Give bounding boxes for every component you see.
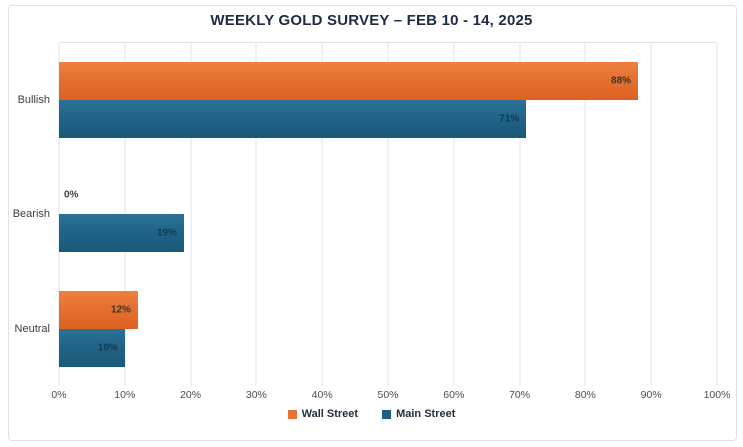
wall-street-swatch-icon: [287, 409, 297, 419]
main-street-swatch-icon: [382, 409, 392, 419]
category-label: Bearish: [12, 208, 50, 221]
x-tick-label: 0%: [51, 389, 67, 401]
bar-wall-street-bullish: 88%: [59, 62, 639, 101]
category-label: Bullish: [17, 94, 50, 107]
gridline: [453, 43, 455, 386]
plot-area: Bullish 88% 71% Bearish 0%: [13, 42, 718, 386]
data-label: 71%: [499, 113, 520, 125]
gridline: [255, 43, 257, 386]
data-label: 19%: [157, 227, 178, 239]
x-tick-label: 20%: [180, 389, 202, 401]
data-label: 0%: [64, 189, 79, 201]
legend-label: Main Street: [396, 408, 456, 420]
gridline: [716, 43, 718, 386]
gridline: [519, 43, 521, 386]
bar-main-street-bearish: 19%: [59, 214, 185, 253]
gridline: [584, 43, 586, 386]
x-tick-label: 90%: [640, 389, 662, 401]
data-label: 12%: [110, 304, 131, 316]
x-tick-label: 70%: [509, 389, 531, 401]
x-axis: 0% 10% 20% 30% 40% 50% 60% 70% 80% 90% 1…: [51, 389, 730, 403]
x-tick-label: 30%: [245, 389, 267, 401]
category-row-neutral: Neutral 12% 10%: [15, 272, 717, 386]
legend-item-main-street: Main Street: [382, 408, 455, 420]
gridline: [650, 43, 652, 386]
gridline: [321, 43, 323, 386]
category-label: Neutral: [14, 322, 50, 335]
gridline: [190, 43, 192, 386]
data-label: 88%: [611, 75, 632, 87]
data-label: 10%: [97, 342, 118, 354]
legend-label: Wall Street: [301, 408, 359, 420]
legend-item-wall-street: Wall Street: [287, 408, 359, 420]
chart-title: WEEKLY GOLD SURVEY – FEB 10 - 14, 2025: [210, 12, 533, 29]
bar-main-street-bullish: 71%: [59, 100, 527, 139]
legend: Wall Street Main Street: [0, 408, 743, 420]
bar-wall-street-neutral: 12%: [59, 290, 138, 329]
x-tick-label: 80%: [574, 389, 596, 401]
x-tick-label: 10%: [114, 389, 136, 401]
gridline: [387, 43, 389, 386]
x-tick-label: 50%: [377, 389, 399, 401]
x-tick-label: 60%: [443, 389, 465, 401]
category-row-bullish: Bullish 88% 71%: [18, 43, 717, 157]
category-row-bearish: Bearish 0% 19%: [13, 157, 717, 271]
bar-main-street-neutral: 10%: [59, 328, 125, 367]
x-tick-label: 100%: [703, 389, 731, 401]
x-tick-label: 40%: [311, 389, 333, 401]
